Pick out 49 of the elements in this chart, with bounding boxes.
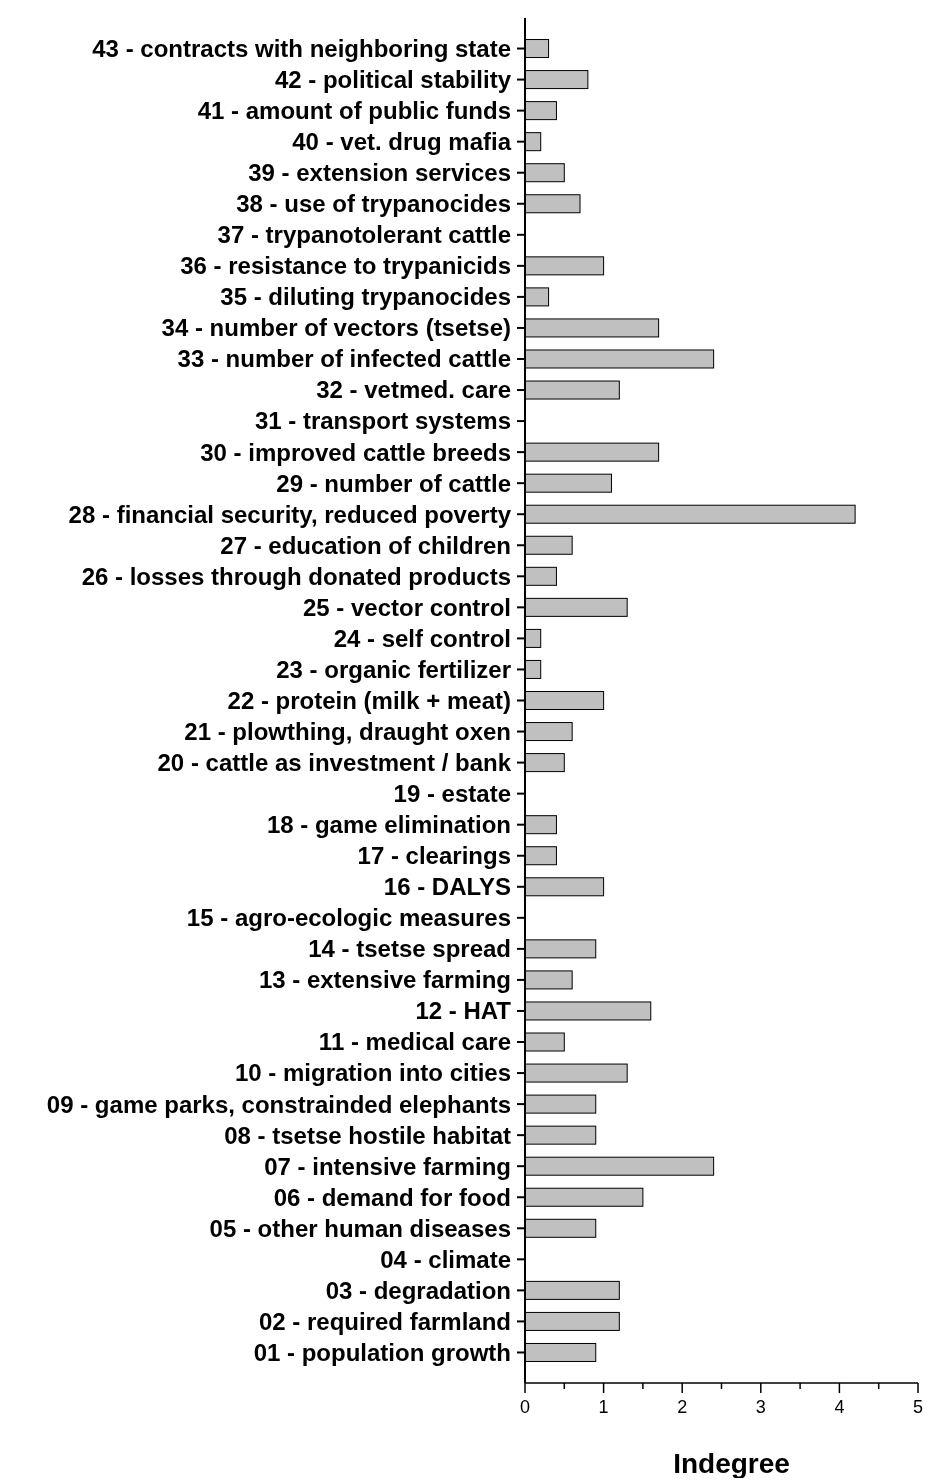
x-tick-label: 0 (519, 1397, 531, 1417)
y-tick-label: 26 - losses through donated products (81, 562, 511, 590)
y-tick-label: 23 - organic fertilizer (276, 655, 511, 683)
y-tick-label: 07 - intensive farming (264, 1152, 511, 1180)
y-tick-label: 24 - self control (333, 624, 511, 652)
y-tick-label: 20 - cattle as investment / bank (157, 748, 512, 776)
y-tick-label: 02 - required farmland (258, 1307, 511, 1335)
x-tick-label: 5 (912, 1397, 924, 1417)
y-tick-label: 06 - demand for food (273, 1183, 511, 1211)
y-tick-label: 18 - game elimination (266, 811, 511, 839)
y-tick-label: 36 - resistance to trypanicids (180, 252, 511, 280)
y-tick-label: 21 - plowthing, draught oxen (184, 717, 511, 745)
y-tick-label: 22 - protein (milk + meat) (227, 686, 511, 714)
y-tick-label: 03 - degradation (325, 1276, 511, 1304)
y-tick-label: 37 - trypanotolerant cattle (217, 221, 511, 249)
y-tick-label: 25 - vector control (302, 593, 511, 621)
y-tick-label: 14 - tsetse spread (308, 935, 511, 963)
y-tick-label: 15 - agro-ecologic measures (186, 904, 511, 932)
y-tick-label: 34 - number of vectors (tsetse) (161, 314, 511, 342)
y-tick-label: 41 - amount of public funds (197, 97, 511, 125)
y-tick-label: 32 - vetmed. care (316, 376, 511, 404)
y-tick-label: 29 - number of cattle (276, 469, 511, 497)
x-tick-label: 3 (755, 1397, 766, 1417)
y-tick-label: 09 - game parks, constrainded elephants (46, 1090, 511, 1118)
y-tick-label: 38 - use of trypanocides (236, 190, 511, 218)
x-tick-label: 1 (598, 1397, 609, 1417)
y-tick-label: 43 - contracts with neighboring state (92, 34, 511, 62)
y-tick-label: 33 - number of infected cattle (177, 345, 511, 373)
y-tick-label: 13 - extensive farming (258, 966, 511, 994)
y-tick-label: 19 - estate (393, 780, 511, 808)
y-tick-label: 10 - migration into cities (234, 1059, 511, 1087)
y-tick-label: 31 - transport systems (254, 407, 511, 435)
y-tick-label: 39 - extension services (248, 159, 511, 187)
y-tick-label: 16 - DALYS (383, 873, 511, 901)
y-tick-label: 30 - improved cattle breeds (200, 438, 511, 466)
x-tick-label: 4 (834, 1397, 845, 1417)
y-tick-label: 01 - population growth (253, 1338, 511, 1366)
y-tick-label: 04 - climate (380, 1245, 511, 1273)
y-tick-label: 35 - diluting trypanocides (220, 283, 511, 311)
y-tick-label: 12 - HAT (415, 997, 512, 1025)
y-tick-label: 28 - financial security, reduced poverty (68, 500, 512, 528)
y-tick-label: 40 - vet. drug mafia (292, 128, 512, 156)
y-tick-label: 42 - political stability (274, 65, 512, 93)
x-tick-label: 2 (677, 1397, 688, 1417)
y-tick-label: 11 - medical care (318, 1028, 511, 1056)
y-tick-label: 27 - education of children (220, 531, 511, 559)
y-tick-label: 05 - other human diseases (209, 1214, 511, 1242)
y-tick-label: 08 - tsetse hostile habitat (224, 1121, 511, 1149)
y-tick-label: 17 - clearings (357, 842, 511, 870)
